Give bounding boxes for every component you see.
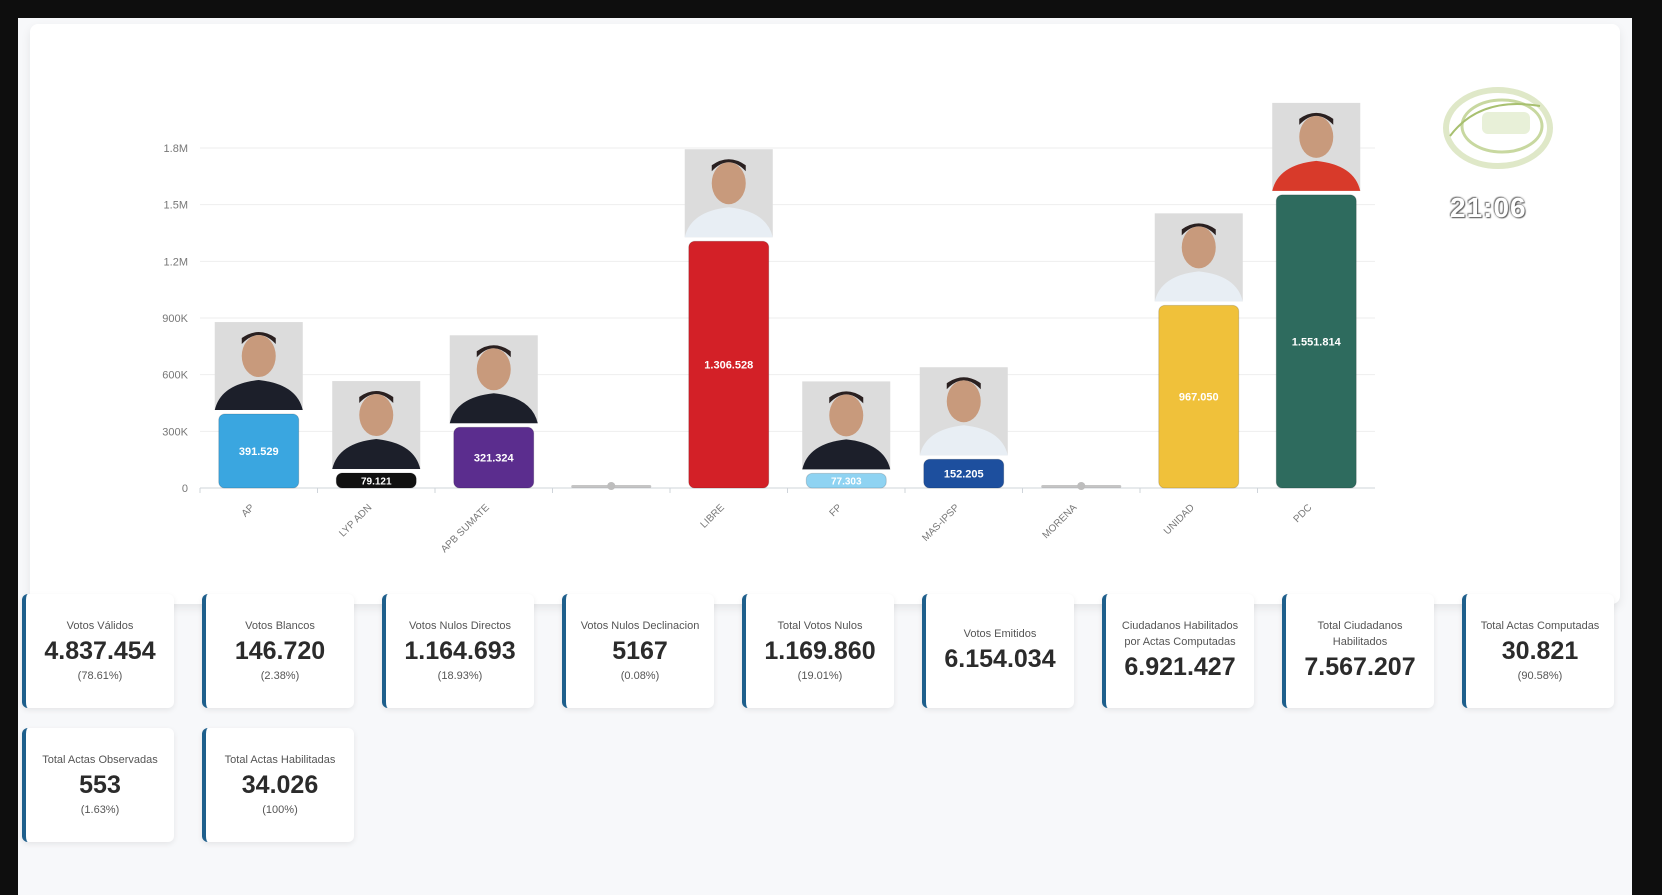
x-category-label: AP xyxy=(240,502,257,519)
stat-label: Total Actas Habilitadas xyxy=(224,754,336,766)
stat-card: Total Ciudadanos Habilitados 7.567.207 xyxy=(1282,594,1434,708)
candidate-photo-icon xyxy=(1272,102,1361,191)
bar-value-label: 1.306.528 xyxy=(704,360,753,372)
bar-value-label: 79.121 xyxy=(361,477,392,488)
stat-value: 553 xyxy=(79,771,121,799)
results-bar-chart: 0 300K 600K 900K 1.2M 1.5M 1.8M 391.529 AP 79.121… xyxy=(162,102,1375,555)
bar[interactable] xyxy=(335,472,417,489)
stat-card: Ciudadanos Habilitados por Actas Computa… xyxy=(1102,594,1254,708)
x-category-label: LIBRE xyxy=(699,502,727,530)
candidate-photo-icon xyxy=(919,367,1008,456)
y-tick-label: 1.2M xyxy=(164,256,188,268)
stat-card: Votos Nulos Directos 1.164.693 (18.93%) xyxy=(382,594,534,708)
stat-card: Total Actas Habilitadas 34.026 (100%) xyxy=(202,728,354,842)
bar-value-label: 391.529 xyxy=(239,446,279,458)
y-tick-label: 900K xyxy=(162,313,188,325)
stat-value: 34.026 xyxy=(241,771,319,799)
stat-card: Total Actas Computadas 30.821 (90.58%) xyxy=(1462,594,1614,708)
bar-value-label: 967.050 xyxy=(1179,392,1219,404)
stat-label: Votos Emitidos xyxy=(963,628,1037,640)
stat-percentage: (0.08%) xyxy=(620,670,660,682)
stat-value: 30.821 xyxy=(1501,637,1579,665)
bar-value-label: 152.205 xyxy=(944,469,984,481)
stat-value: 7.567.207 xyxy=(1304,653,1416,681)
candidate-photo-icon xyxy=(332,381,421,470)
stat-card: Total Actas Observadas 553 (1.63%) xyxy=(22,728,174,842)
x-category-label: MORENA xyxy=(1041,502,1080,541)
y-tick-label: 0 xyxy=(182,483,188,495)
stat-value: 146.720 xyxy=(234,637,326,665)
stat-label: Total Actas Observadas xyxy=(42,754,158,766)
stat-label: Votos Válidos xyxy=(66,620,134,632)
bar[interactable] xyxy=(453,426,535,489)
stat-label: Total Ciudadanos Habilitados xyxy=(1317,620,1403,648)
stat-label: Votos Nulos Directos xyxy=(408,620,512,632)
stat-card: Votos Nulos Declinacion 5167 (0.08%) xyxy=(562,594,714,708)
bar-value-label: 321.324 xyxy=(474,453,515,465)
candidate-photo-icon xyxy=(214,322,303,411)
stat-card: Votos Válidos 4.837.454 (78.61%) xyxy=(22,594,174,708)
bar-zero-marker xyxy=(1077,482,1086,490)
candidate-photo-icon xyxy=(449,335,538,424)
x-category-label: APB SUMATE xyxy=(439,502,492,555)
x-category-label: FP xyxy=(828,502,845,519)
stat-percentage: (2.38%) xyxy=(260,670,300,682)
bar[interactable] xyxy=(1275,194,1357,489)
stat-label: Total Votos Nulos xyxy=(777,620,863,632)
stat-label: Total Actas Computadas xyxy=(1480,620,1600,632)
stat-value: 5167 xyxy=(612,637,668,665)
bar-zero-marker xyxy=(607,482,616,490)
stat-percentage: (100%) xyxy=(262,804,298,816)
stat-label: Votos Blancos xyxy=(245,620,315,632)
results-chart-card: 0 300K 600K 900K 1.2M 1.5M 1.8M 391.529 AP 79.121… xyxy=(30,24,1620,604)
y-tick-label: 600K xyxy=(162,370,188,382)
stat-value: 1.169.860 xyxy=(764,637,876,665)
bar[interactable] xyxy=(218,413,300,489)
stat-percentage: (90.58%) xyxy=(1517,670,1563,682)
x-category-label: LYP ADN xyxy=(337,502,374,539)
bar[interactable] xyxy=(923,458,1005,489)
bar[interactable] xyxy=(805,472,887,489)
candidate-photo-icon xyxy=(802,381,891,470)
stat-percentage: (18.93%) xyxy=(437,670,483,682)
candidate-photo-icon xyxy=(684,149,773,238)
stat-card: Votos Emitidos 6.154.034 xyxy=(922,594,1074,708)
candidate-photo-icon xyxy=(1154,213,1243,302)
x-category-label: PDC xyxy=(1292,502,1315,525)
x-category-label: UNIDAD xyxy=(1162,502,1197,537)
stat-value: 6.154.034 xyxy=(944,645,1056,673)
bar-value-label: 1.551.814 xyxy=(1292,336,1342,348)
y-tick-label: 1.5M xyxy=(164,200,188,212)
broadcast-logo-icon xyxy=(1410,76,1560,206)
stat-percentage: (78.61%) xyxy=(77,670,123,682)
bar[interactable] xyxy=(1158,304,1240,489)
clock-time: 21:06 xyxy=(1450,192,1527,223)
y-tick-label: 300K xyxy=(162,426,188,438)
bar[interactable] xyxy=(688,240,770,489)
stat-percentage: (1.63%) xyxy=(80,804,120,816)
stat-percentage: (19.01%) xyxy=(797,670,843,682)
stat-value: 1.164.693 xyxy=(404,637,516,665)
dashboard-frame: 0 300K 600K 900K 1.2M 1.5M 1.8M 391.529 AP 79.121… xyxy=(18,18,1632,895)
stat-card: Votos Blancos 146.720 (2.38%) xyxy=(202,594,354,708)
stat-label: Ciudadanos Habilitados por Actas Computa… xyxy=(1121,620,1239,648)
x-category-label: MAS-IPSP xyxy=(920,502,962,544)
stat-value: 6.921.427 xyxy=(1124,653,1236,681)
stat-value: 4.837.454 xyxy=(44,637,156,665)
stat-label: Votos Nulos Declinacion xyxy=(580,620,700,632)
stat-card: Total Votos Nulos 1.169.860 (19.01%) xyxy=(742,594,894,708)
y-tick-label: 1.8M xyxy=(164,143,188,155)
bar-value-label: 77.303 xyxy=(831,477,862,488)
